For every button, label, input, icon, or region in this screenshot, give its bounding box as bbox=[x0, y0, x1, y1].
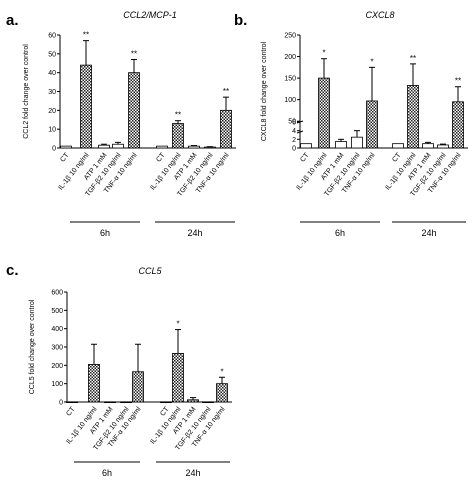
panel-c-y-tick-label: 600 bbox=[51, 290, 63, 297]
panel-b-y-axis-label: CXCL8 fold change over control bbox=[261, 41, 268, 141]
panel-c-y-tick-label: 0 bbox=[59, 400, 63, 407]
panel-c-y-tick-label: 300 bbox=[51, 345, 63, 352]
panel-b-y-tick-label: 2 bbox=[292, 137, 296, 144]
panel-b-significance: * bbox=[370, 57, 373, 66]
panel-a-significance: ** bbox=[175, 111, 181, 120]
panel-c-bar-6h-1 bbox=[88, 364, 100, 403]
panel-b-y-tick-label: 100 bbox=[284, 97, 296, 104]
panel-c-bar-24h-4 bbox=[216, 383, 228, 403]
panel-b-bar-24h-3 bbox=[437, 144, 449, 149]
panel-a-bar-24h-2 bbox=[188, 145, 200, 149]
panel-c-bar-24h-0 bbox=[160, 401, 172, 404]
panel-c-category-label: CT bbox=[65, 405, 77, 417]
panel-b-bar-24h-1 bbox=[407, 85, 419, 149]
panel-c-group-label: 6h bbox=[102, 468, 112, 478]
panel-a-bar-24h-4 bbox=[220, 109, 232, 149]
panel-b-bar-6h-4 bbox=[366, 100, 378, 149]
panel-a-y-tick-label: 40 bbox=[48, 70, 56, 77]
panel-a-bar-6h-4 bbox=[128, 72, 140, 149]
panel-b-category-label: CT bbox=[299, 151, 311, 163]
panel-c-category-label: CT bbox=[159, 405, 171, 417]
panel-c-y-axis-label: CCL5 fold change over control bbox=[29, 299, 36, 394]
panel-a-bar-24h-1 bbox=[172, 123, 184, 149]
panel-b-significance: * bbox=[322, 49, 325, 58]
panel-a-significance: ** bbox=[131, 49, 137, 58]
panel-c-letter: c. bbox=[6, 262, 19, 279]
panel-b-y-tick-label: 6 bbox=[292, 120, 296, 127]
panel-a-bar-6h-3 bbox=[112, 143, 124, 149]
panel-b-bar-6h-1 bbox=[318, 77, 330, 149]
panel-b-category-label: CT bbox=[391, 151, 403, 163]
panel-b-bar-6h-0 bbox=[300, 143, 312, 149]
panel-a-group-label: 6h bbox=[100, 228, 110, 238]
panel-a-bar-24h-0 bbox=[156, 145, 168, 149]
panel-a-y-tick-label: 20 bbox=[48, 108, 56, 115]
panel-b-y-tick-label: 200 bbox=[284, 54, 296, 61]
panel-b-bar-6h-2 bbox=[335, 141, 347, 149]
panel-a-letter: a. bbox=[6, 12, 19, 29]
panel-a-y-tick-label: 10 bbox=[48, 127, 56, 134]
panel-c-bar-6h-3 bbox=[120, 401, 132, 404]
panel-b-significance: ** bbox=[455, 77, 461, 86]
panel-a-bar-6h-0 bbox=[60, 145, 72, 149]
panel-c-significance: * bbox=[176, 320, 179, 329]
panel-a-category-label: CT bbox=[155, 151, 167, 163]
panel-c-y-tick-label: 500 bbox=[51, 308, 63, 315]
panel-a-significance: ** bbox=[83, 31, 89, 40]
panel-c-y-tick-label: 100 bbox=[51, 381, 63, 388]
panel-a-y-axis-label: CCL2 fold change over control bbox=[23, 44, 30, 139]
panel-a-y-tick-label: 60 bbox=[48, 33, 56, 40]
panel-b-y-tick-label: 4 bbox=[292, 128, 296, 135]
panel-b-group-label: 6h bbox=[335, 228, 345, 238]
panel-c-title: CCL5 bbox=[138, 266, 162, 276]
panel-b-bar-6h-3 bbox=[351, 136, 363, 149]
panel-c-group-label: 24h bbox=[185, 468, 200, 478]
panel-b-group-label: 24h bbox=[421, 228, 436, 238]
panel-c-bar-6h-0 bbox=[66, 401, 78, 404]
panel-a-bar-24h-3 bbox=[204, 146, 216, 149]
panel-a-bar-6h-1 bbox=[80, 64, 92, 149]
panel-c-significance: * bbox=[220, 367, 223, 376]
panel-a-significance: ** bbox=[223, 87, 229, 96]
panel-a-y-tick-label: 30 bbox=[48, 89, 56, 96]
panel-b-y-tick-label: 150 bbox=[284, 76, 296, 83]
panel-a-group-label: 24h bbox=[187, 228, 202, 238]
panel-b-letter: b. bbox=[234, 12, 247, 29]
panel-b-axis-break-mark bbox=[296, 130, 304, 134]
panel-c-bar-6h-4 bbox=[132, 371, 144, 403]
panel-c-y-tick-label: 200 bbox=[51, 363, 63, 370]
panel-b-bar-24h-2 bbox=[422, 143, 434, 149]
panel-b-bar-24h-0 bbox=[392, 143, 404, 149]
panel-b-bar-24h-4 bbox=[452, 101, 464, 149]
panel-b-y-tick-label: 50 bbox=[288, 119, 296, 126]
panel-a-y-tick-label: 0 bbox=[52, 146, 56, 153]
panel-a-y-tick-label: 50 bbox=[48, 51, 56, 58]
panel-b-title: CXCL8 bbox=[365, 10, 394, 20]
panel-b-y-tick-label: 250 bbox=[284, 33, 296, 40]
panel-c-y-tick-label: 400 bbox=[51, 326, 63, 333]
panel-b-y-tick-label: 0 bbox=[292, 146, 296, 153]
panel-a-category-label: CT bbox=[59, 151, 71, 163]
panel-c-bar-24h-1 bbox=[172, 353, 184, 403]
panel-b-significance: ** bbox=[410, 54, 416, 63]
panel-c-bar-24h-3 bbox=[202, 401, 214, 404]
panel-c-bar-24h-2 bbox=[187, 399, 199, 403]
panel-a-title: CCL2/MCP-1 bbox=[123, 10, 177, 20]
panel-c-bar-6h-2 bbox=[104, 401, 116, 404]
panel-a-bar-6h-2 bbox=[98, 144, 110, 149]
